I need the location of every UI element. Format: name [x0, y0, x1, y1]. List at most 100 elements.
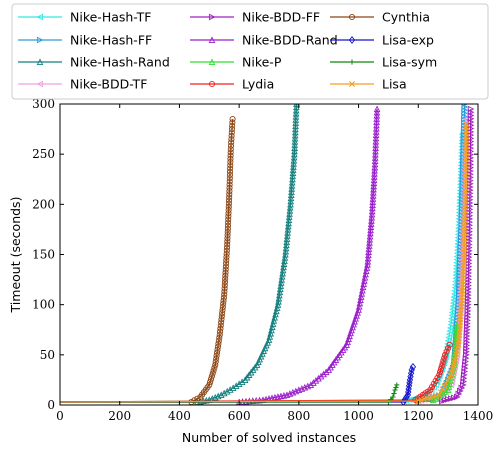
- data-point: [372, 134, 380, 142]
- data-point: [392, 387, 398, 393]
- data-point: [274, 301, 282, 308]
- data-point: [280, 260, 288, 267]
- x-tick-label: 200: [108, 409, 131, 423]
- data-point: [213, 355, 220, 362]
- legend-marker: [36, 13, 44, 21]
- data-point: [228, 139, 235, 146]
- data-point: [436, 392, 443, 398]
- series-line: [60, 108, 472, 403]
- data-point: [284, 228, 291, 236]
- data-point: [221, 282, 228, 289]
- data-point: [368, 207, 376, 215]
- data-point: [212, 358, 219, 365]
- legend-marker: [36, 58, 44, 66]
- y-tick-label: 100: [32, 298, 55, 312]
- data-point: [223, 250, 230, 257]
- data-point: [461, 364, 469, 372]
- data-point: [215, 337, 222, 344]
- data-point: [462, 358, 469, 365]
- data-point: [225, 200, 232, 207]
- data-point: [212, 361, 219, 368]
- data-point: [369, 198, 377, 205]
- data-point: [276, 291, 283, 299]
- data-point: [460, 381, 467, 389]
- data-point: [370, 173, 378, 180]
- data-point: [462, 361, 469, 369]
- data-point: [447, 321, 455, 329]
- data-point: [452, 265, 460, 273]
- data-point: [272, 310, 279, 318]
- data-point: [445, 345, 452, 352]
- data-point: [440, 357, 447, 364]
- data-point: [289, 175, 296, 183]
- data-point: [222, 275, 229, 283]
- data-point: [225, 216, 232, 223]
- data-point: [364, 254, 372, 262]
- data-point: [369, 204, 376, 212]
- data-point: [217, 325, 224, 332]
- data-point: [215, 340, 222, 347]
- legend-label: Nike-P: [242, 55, 282, 70]
- data-point: [462, 115, 470, 123]
- data-point: [293, 104, 300, 108]
- legend-label: Nike-BDD-TF: [70, 77, 147, 92]
- legend-item: Lisa-exp: [330, 33, 434, 48]
- data-point: [371, 160, 379, 168]
- data-point: [458, 237, 466, 245]
- data-point: [368, 210, 376, 218]
- data-point: [288, 181, 296, 189]
- data-point: [287, 191, 295, 198]
- data-point: [385, 399, 392, 405]
- data-point: [288, 178, 296, 186]
- data-point: [289, 169, 297, 177]
- data-point: [218, 313, 225, 320]
- series-nike-bdd-ff: [60, 105, 475, 405]
- data-point: [443, 380, 449, 387]
- data-point: [227, 146, 234, 153]
- data-point: [224, 228, 231, 235]
- data-point: [366, 232, 374, 240]
- series-line: [60, 104, 298, 403]
- data-point: [439, 360, 446, 367]
- data-point: [369, 188, 377, 196]
- data-point: [287, 197, 295, 205]
- legend-item: Nike-Hash-Rand: [18, 55, 170, 70]
- data-point: [283, 232, 291, 239]
- data-point: [455, 298, 463, 305]
- data-point: [458, 250, 466, 258]
- data-point: [355, 302, 363, 310]
- data-point: [276, 288, 284, 296]
- series-lydia: [60, 341, 453, 404]
- data-point: [291, 147, 298, 155]
- data-point: [278, 272, 286, 280]
- data-point: [273, 304, 281, 311]
- data-point: [467, 105, 475, 113]
- data-point: [291, 131, 299, 139]
- data-point: [227, 162, 234, 169]
- data-point: [465, 288, 472, 296]
- data-point: [227, 155, 234, 162]
- data-point: [265, 336, 273, 343]
- data-point: [216, 331, 223, 338]
- data-point: [225, 210, 232, 217]
- data-point: [226, 178, 233, 185]
- data-point: [369, 195, 377, 202]
- data-point: [211, 364, 218, 371]
- data-point: [228, 126, 236, 133]
- data-point: [465, 285, 472, 293]
- data-point: [373, 108, 381, 116]
- data-point: [225, 203, 232, 210]
- series-nike-hash-tf: [60, 130, 466, 405]
- data-point: [367, 220, 375, 227]
- legend-label: Nike-BDD-FF: [242, 10, 320, 25]
- legend-label: Cynthia: [382, 10, 430, 25]
- data-point: [217, 322, 224, 329]
- data-point: [223, 247, 230, 254]
- data-point: [364, 257, 372, 265]
- data-point: [238, 378, 246, 385]
- data-point: [218, 316, 225, 323]
- data-point: [447, 318, 455, 325]
- data-point: [226, 175, 233, 182]
- legend-item: Nike-BDD-TF: [18, 77, 147, 92]
- data-point: [366, 229, 374, 237]
